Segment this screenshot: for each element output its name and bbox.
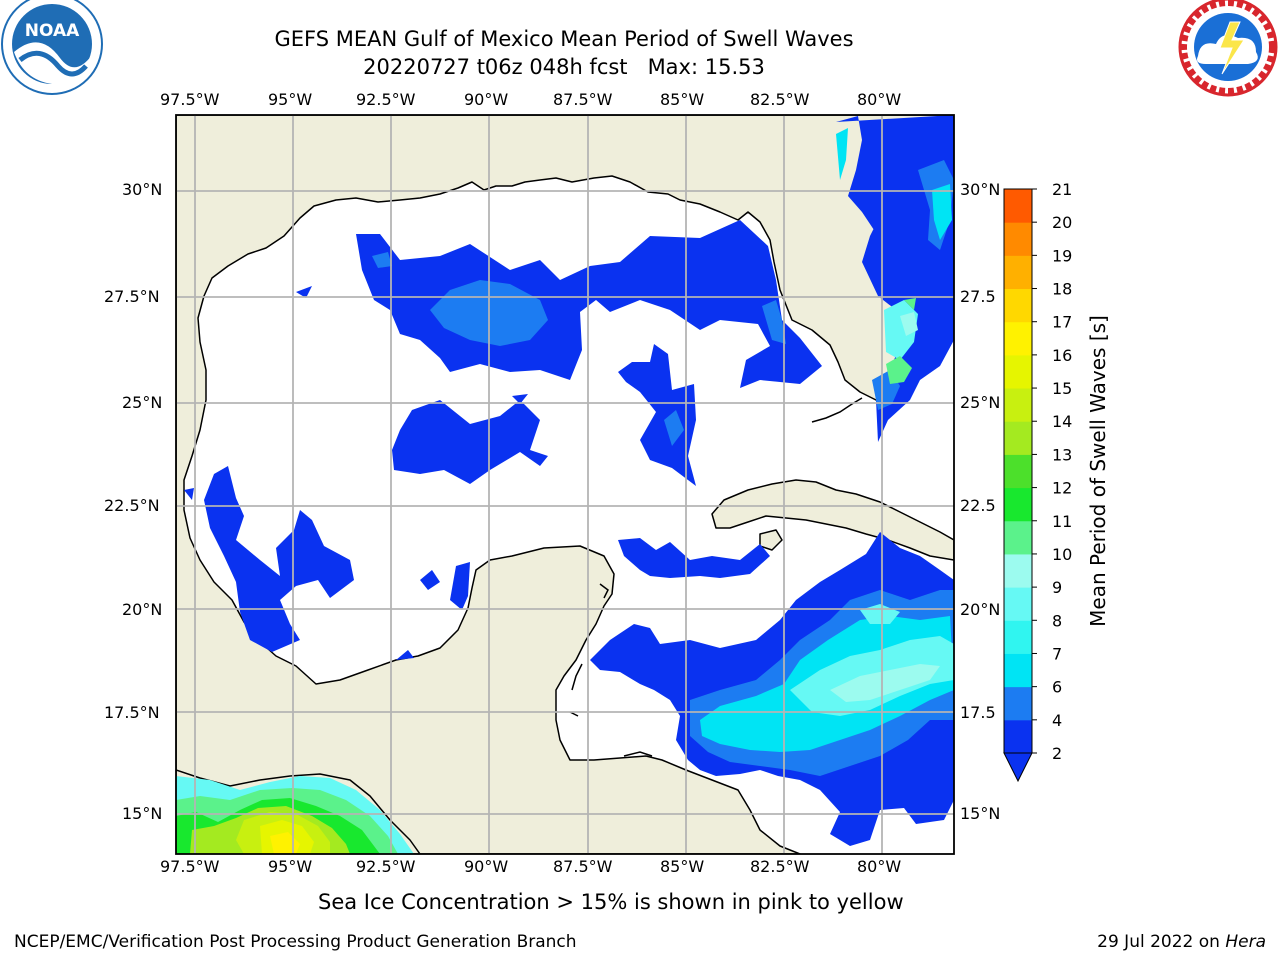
colorbar-tick-label: 11 — [1052, 512, 1072, 531]
colorbar-block — [1004, 255, 1032, 290]
lat-tick-left: 25°N — [122, 393, 163, 412]
colorbar-tick-label: 4 — [1052, 711, 1062, 730]
colorbar-extend-min — [1003, 752, 1033, 783]
lat-tick-left: 22.5°N — [104, 496, 160, 515]
colorbar-block — [1004, 553, 1032, 588]
colorbar-tick-label: 9 — [1052, 578, 1062, 597]
colorbar-block — [1004, 388, 1032, 422]
lat-tick-right: 17.5 — [960, 703, 996, 722]
colorbar-blocks — [1004, 189, 1032, 754]
lon-tick-top: 90°W — [464, 90, 509, 109]
colorbar-tick-label: 2 — [1052, 744, 1062, 763]
colorbar-tick-label: 15 — [1052, 379, 1072, 398]
colorbar-block — [1004, 587, 1032, 621]
cuba-land — [711, 479, 954, 561]
colorbar-block — [1004, 421, 1032, 455]
colorbar-label: Mean Period of Swell Waves [s] — [1086, 315, 1110, 627]
lat-tick-right: 30°N — [960, 180, 1001, 199]
footer-date-text: 29 Jul 2022 on — [1097, 932, 1226, 952]
colorbar-tick-label: 8 — [1052, 611, 1062, 630]
lat-tick-right: 22.5 — [960, 496, 996, 515]
colorbar-tick-label: 6 — [1052, 678, 1062, 697]
colorbar-tick-label: 13 — [1052, 445, 1072, 464]
lon-tick-bottom: 97.5°W — [160, 857, 220, 876]
graticule — [176, 115, 954, 854]
colorbar-block — [1004, 719, 1032, 754]
noaa-logo-text: NOAA — [25, 21, 80, 41]
lat-tick-left: 17.5°N — [104, 703, 160, 722]
lon-tick-top: 87.5°W — [553, 90, 613, 109]
chart-title: GEFS MEAN Gulf of Mexico Mean Period of … — [274, 27, 854, 51]
lon-tick-bottom: 90°W — [464, 857, 509, 876]
colorbar-tick-label: 14 — [1052, 412, 1072, 431]
colorbar-block — [1004, 653, 1032, 688]
colorbar-block — [1004, 686, 1032, 721]
contour-9-10s — [886, 298, 916, 384]
colorbar-tick-label: 20 — [1052, 213, 1072, 232]
colorbar: 2 4 6 7 8 9 10 11 12 13 14 15 16 17 18 19 20 21 — [1003, 180, 1072, 783]
colorbar-frame — [1003, 188, 1033, 754]
colorbar-block — [1004, 222, 1032, 256]
colorbar-tick-label: 10 — [1052, 545, 1072, 564]
colorbar-block — [1004, 288, 1032, 323]
lat-tick-right: 15°N — [960, 804, 1001, 823]
lon-tick-bottom: 95°W — [268, 857, 313, 876]
lon-tick-top: 85°W — [660, 90, 705, 109]
lat-tick-right: 25°N — [960, 393, 1001, 412]
colorbar-block — [1004, 620, 1032, 654]
footer-credit: NCEP/EMC/Verification Post Processing Pr… — [14, 932, 577, 952]
swell-contours — [176, 115, 954, 854]
footer-date: 29 Jul 2022 on Hera — [1097, 932, 1266, 952]
colorbar-block — [1004, 354, 1032, 389]
lon-tick-top: 92.5°W — [356, 90, 416, 109]
colorbar-block — [1004, 454, 1032, 489]
chart-subtitle: 20220727 t06z 048h fcst Max: 15.53 — [363, 55, 765, 79]
coastline-details — [569, 397, 863, 757]
lon-tick-bottom: 87.5°W — [553, 857, 613, 876]
lon-tick-bottom: 85°W — [660, 857, 705, 876]
colorbar-tick-label: 16 — [1052, 346, 1072, 365]
lat-tick-right: 20°N — [960, 600, 1001, 619]
contour-8-9s — [830, 312, 940, 702]
colorbar-block — [1004, 487, 1032, 522]
pacific-swell — [176, 776, 414, 854]
colorbar-tick-label: 12 — [1052, 479, 1072, 498]
map-frame — [175, 114, 955, 855]
lon-tick-bottom: 82.5°W — [750, 857, 810, 876]
lat-tick-left: 27.5°N — [104, 287, 160, 306]
lon-tick-top: 80°W — [857, 90, 902, 109]
lat-tick-right: 27.5 — [960, 287, 996, 306]
colorbar-tick-label: 18 — [1052, 280, 1072, 299]
footer-machine: Hera — [1225, 932, 1266, 952]
colorbar-ticks: 2 4 6 7 8 9 10 11 12 13 14 15 16 17 18 19 20 21 — [1032, 180, 1072, 763]
lon-tick-top: 97.5°W — [160, 90, 220, 109]
lat-tick-left: 20°N — [122, 600, 163, 619]
lon-tick-bottom: 80°W — [857, 857, 902, 876]
lat-tick-left: 30°N — [122, 180, 163, 199]
colorbar-block — [1004, 189, 1032, 223]
lat-tick-left: 15°N — [122, 804, 163, 823]
nws-logo — [1178, 0, 1278, 97]
colorbar-block — [1004, 321, 1032, 356]
colorbar-tick-label: 17 — [1052, 313, 1072, 332]
colorbar-tick-label: 7 — [1052, 644, 1062, 663]
sea-ice-note: Sea Ice Concentration > 15% is shown in … — [318, 890, 904, 914]
lon-tick-top: 82.5°W — [750, 90, 810, 109]
colorbar-block — [1004, 520, 1032, 555]
noaa-logo: NOAA — [1, 0, 103, 95]
colorbar-tick-label: 19 — [1052, 246, 1072, 265]
lon-tick-top: 95°W — [268, 90, 313, 109]
north-america-land — [176, 115, 954, 854]
lon-tick-bottom: 92.5°W — [356, 857, 416, 876]
colorbar-tick-label: 21 — [1052, 180, 1072, 199]
